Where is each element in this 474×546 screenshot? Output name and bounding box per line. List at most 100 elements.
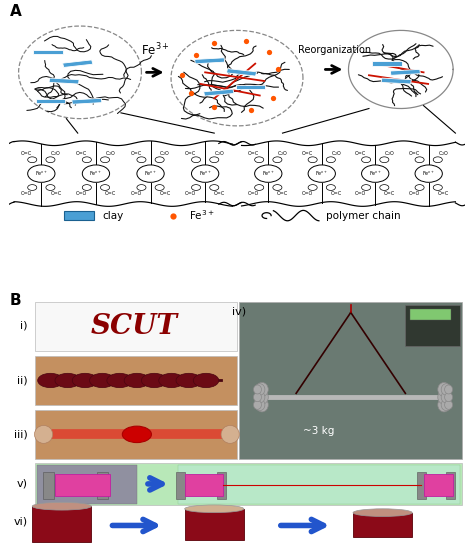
Bar [33, 50, 63, 54]
Circle shape [308, 185, 317, 191]
Bar [353, 513, 412, 537]
Text: i): i) [20, 321, 27, 330]
Bar [49, 78, 79, 84]
Circle shape [46, 185, 55, 191]
Bar [227, 69, 257, 76]
Circle shape [273, 157, 282, 163]
Circle shape [137, 157, 146, 163]
Text: C$_2$O: C$_2$O [159, 150, 171, 158]
Bar [55, 474, 109, 496]
Bar [236, 85, 265, 89]
Circle shape [137, 185, 146, 191]
Text: C$_2$O: C$_2$O [331, 150, 342, 158]
Bar [195, 58, 225, 64]
Bar [32, 506, 91, 542]
Text: C=O: C=O [130, 191, 142, 196]
Text: clay: clay [103, 211, 124, 221]
Circle shape [82, 185, 91, 191]
Circle shape [55, 373, 81, 388]
Circle shape [415, 157, 424, 163]
Ellipse shape [445, 393, 453, 402]
Bar [43, 472, 54, 498]
Text: O=C: O=C [409, 151, 420, 157]
Bar [72, 98, 102, 104]
Text: Fe$^{x+}$: Fe$^{x+}$ [369, 169, 382, 178]
Text: SCUT: SCUT [91, 313, 178, 340]
Text: Fe$^{x+}$: Fe$^{x+}$ [422, 169, 435, 178]
Ellipse shape [445, 385, 453, 394]
Text: C=O: C=O [21, 191, 32, 196]
Ellipse shape [254, 393, 262, 402]
Bar [373, 62, 402, 66]
Circle shape [210, 185, 219, 191]
Circle shape [362, 157, 371, 163]
Circle shape [82, 157, 91, 163]
Ellipse shape [256, 398, 268, 412]
Circle shape [155, 185, 164, 191]
Text: Reorganization: Reorganization [298, 45, 372, 55]
Bar [410, 308, 451, 320]
Text: vi): vi) [14, 517, 27, 527]
Text: O=C: O=C [185, 151, 196, 157]
Ellipse shape [185, 505, 244, 513]
Text: O=C: O=C [76, 151, 87, 157]
Circle shape [46, 157, 55, 163]
Text: Fe$^{x+}$: Fe$^{x+}$ [144, 169, 157, 178]
Circle shape [362, 185, 371, 191]
Ellipse shape [438, 390, 450, 404]
Text: C=O: C=O [301, 191, 313, 196]
Circle shape [141, 373, 167, 388]
Text: C=O: C=O [185, 191, 196, 196]
Text: O=C: O=C [159, 191, 171, 196]
Circle shape [326, 157, 336, 163]
Text: iii): iii) [14, 429, 27, 440]
Text: Fe$^{x+}$: Fe$^{x+}$ [199, 169, 212, 178]
Text: O=C: O=C [331, 191, 342, 196]
Text: Fe$^{x+}$: Fe$^{x+}$ [262, 169, 275, 178]
Text: Fe$^{x+}$: Fe$^{x+}$ [315, 169, 328, 178]
Ellipse shape [441, 384, 451, 395]
Circle shape [72, 373, 98, 388]
Text: O=C: O=C [301, 151, 313, 157]
Ellipse shape [441, 399, 451, 411]
Circle shape [415, 185, 424, 191]
Bar [424, 474, 453, 496]
Circle shape [308, 165, 336, 182]
Ellipse shape [353, 509, 412, 517]
Bar [381, 78, 411, 84]
Ellipse shape [256, 382, 268, 396]
Ellipse shape [438, 398, 450, 412]
Text: O=C: O=C [277, 191, 289, 196]
Circle shape [308, 157, 317, 163]
Circle shape [122, 426, 152, 443]
Bar [36, 99, 65, 103]
Circle shape [380, 185, 389, 191]
Circle shape [137, 165, 164, 182]
Ellipse shape [438, 382, 450, 396]
Circle shape [107, 373, 132, 388]
Bar [417, 472, 426, 498]
Circle shape [82, 165, 109, 182]
Text: B: B [9, 293, 21, 308]
Circle shape [176, 373, 201, 388]
Circle shape [159, 373, 184, 388]
Ellipse shape [254, 385, 262, 394]
Text: C$_2$O: C$_2$O [384, 150, 395, 158]
Circle shape [255, 165, 282, 182]
Text: O=C: O=C [130, 151, 142, 157]
Bar [447, 472, 456, 498]
Text: O=C: O=C [105, 191, 116, 196]
Bar [239, 302, 462, 459]
Text: Fe$^{x+}$: Fe$^{x+}$ [90, 169, 102, 178]
Bar [35, 302, 237, 351]
Text: Fe$^{3+}$: Fe$^{3+}$ [141, 41, 170, 58]
Text: O=C: O=C [438, 191, 449, 196]
Bar [204, 89, 234, 96]
Bar [217, 472, 226, 498]
Circle shape [380, 157, 389, 163]
Ellipse shape [255, 391, 265, 403]
Ellipse shape [256, 390, 268, 404]
Bar [185, 474, 223, 496]
Circle shape [255, 185, 264, 191]
Text: Fe$^{3+}$: Fe$^{3+}$ [189, 209, 215, 222]
